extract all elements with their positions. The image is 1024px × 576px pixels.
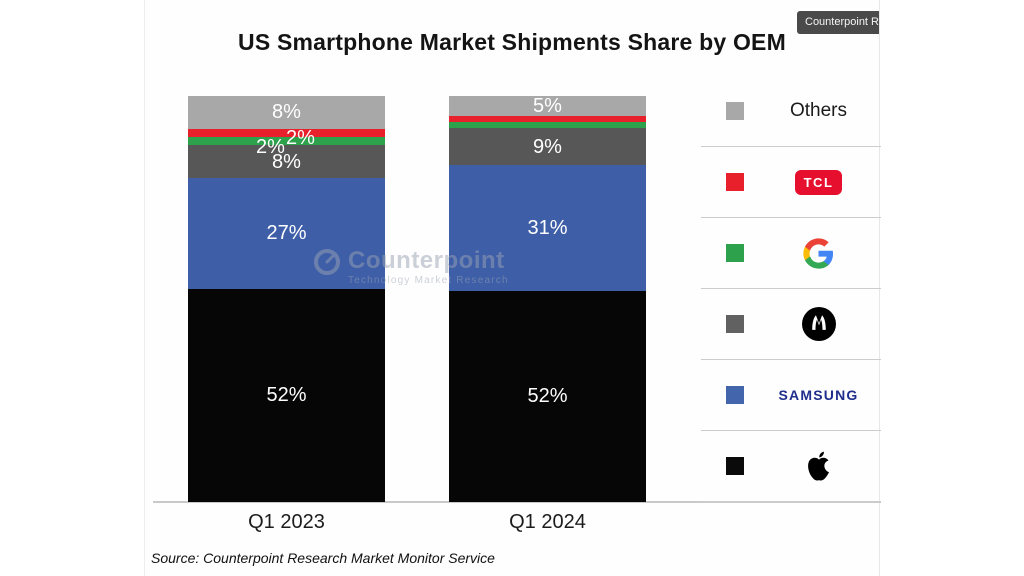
- motorola-swatch: [726, 315, 744, 333]
- samsung-swatch: [726, 386, 744, 404]
- chart-title: US Smartphone Market Shipments Share by …: [238, 29, 786, 55]
- segment-label-apple: 52%: [266, 384, 307, 407]
- legend-row-apple: [701, 431, 881, 502]
- segment-motorola-q1-2023: 8%: [188, 145, 385, 178]
- tcl-logo: TCL: [756, 169, 881, 195]
- bar-q1-2023: 8% 2% 2% 8% 27% 52%: [188, 96, 385, 502]
- samsung-wordmark: SAMSUNG: [778, 387, 859, 403]
- segment-tcl-q1-2023: 2%: [188, 128, 385, 148]
- segment-label-tcl: 2%: [286, 126, 315, 149]
- segment-samsung-q1-2024: 31%: [449, 164, 646, 291]
- segment-label-samsung: 31%: [527, 216, 568, 239]
- segment-others-q1-2023: 8%: [188, 96, 385, 129]
- segment-google-q1-2023: 2%: [188, 136, 385, 157]
- plot-area: Counterpoint Technology Market Research …: [145, 0, 881, 576]
- segment-others-q1-2024: 5%: [449, 95, 646, 118]
- x-label-q1-2023: Q1 2023: [248, 511, 325, 533]
- apple-logo-icon: [807, 451, 829, 481]
- segment-google-q1-2024: [449, 122, 646, 129]
- x-axis-line: [153, 501, 881, 503]
- bar-q1-2024: 5% 9% 31% 52%: [449, 96, 646, 502]
- others-label: Others: [789, 100, 848, 121]
- google-logo: [756, 237, 881, 270]
- segment-apple-q1-2024: 52%: [449, 290, 646, 502]
- legend-row-google: [701, 218, 881, 289]
- segment-tcl-q1-2024: [449, 116, 646, 123]
- legend-row-others: Others: [701, 76, 881, 147]
- segment-label-motorola: 9%: [533, 135, 562, 158]
- segment-motorola-q1-2024: 9%: [449, 128, 646, 165]
- apple-logo: [756, 448, 881, 484]
- x-label-q1-2024: Q1 2024: [509, 511, 586, 533]
- tcl-swatch: [726, 173, 744, 191]
- segment-label-apple: 52%: [527, 385, 568, 408]
- apple-swatch: [726, 457, 744, 475]
- others-logo: Others: [756, 100, 881, 122]
- motorola-logo-icon: [801, 307, 836, 341]
- legend-row-tcl: TCL: [701, 147, 881, 218]
- segment-label-others: 5%: [533, 95, 562, 118]
- source-note: Source: Counterpoint Research Market Mon…: [151, 550, 495, 566]
- google-logo-icon: [803, 237, 834, 269]
- segment-apple-q1-2023: 52%: [188, 288, 385, 502]
- tcl-logo-badge: TCL: [794, 169, 843, 195]
- segment-samsung-q1-2023: 27%: [188, 177, 385, 289]
- legend: Others TCL SAMSUNG: [701, 76, 881, 502]
- legend-row-samsung: SAMSUNG: [701, 360, 881, 431]
- segment-label-others: 8%: [272, 101, 301, 124]
- others-swatch: [726, 102, 744, 120]
- chart-card: US Smartphone Market Shipments Share by …: [144, 0, 881, 576]
- samsung-logo: SAMSUNG: [756, 387, 881, 403]
- segment-label-google: 2%: [256, 135, 285, 158]
- legend-row-motorola: [701, 289, 881, 360]
- google-swatch: [726, 244, 744, 262]
- segment-label-motorola: 8%: [272, 150, 301, 173]
- motorola-logo: [756, 307, 881, 341]
- counterpoint-tooltip: Counterpoint R: [797, 11, 879, 34]
- segment-label-samsung: 27%: [266, 222, 307, 245]
